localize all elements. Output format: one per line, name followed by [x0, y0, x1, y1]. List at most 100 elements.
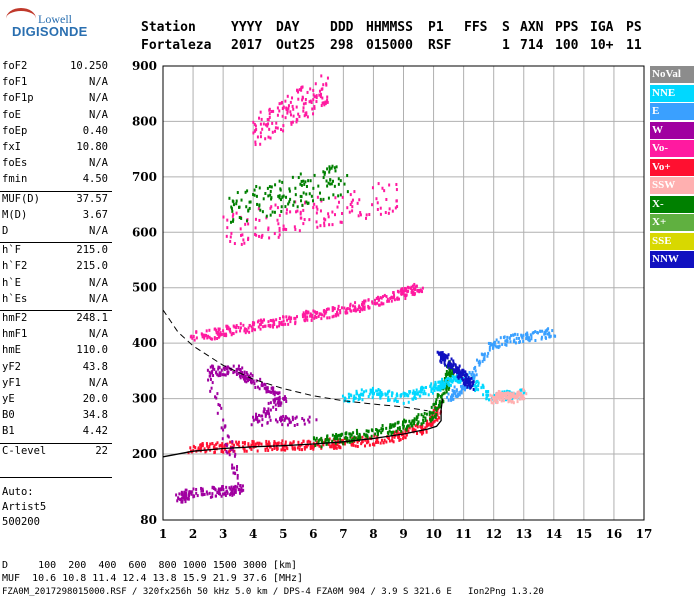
data-point-vo [411, 288, 414, 292]
data-point-w [222, 428, 225, 432]
echo-point [270, 205, 273, 209]
data-point-w [273, 391, 276, 395]
data-point-nne [425, 385, 428, 389]
echo-point [312, 112, 315, 116]
data-point-e [497, 340, 500, 344]
data-point-ssw [500, 394, 503, 398]
data-point-w [267, 390, 270, 394]
echo-point [256, 135, 259, 139]
data-point-vo [438, 416, 441, 420]
data-point-w [277, 391, 280, 395]
echo-point [269, 193, 272, 197]
data-point-x [436, 406, 439, 410]
data-point-e [461, 385, 464, 389]
echo-point [337, 200, 340, 204]
echo-point [230, 205, 233, 209]
echo-point [308, 100, 311, 104]
data-point-vo [243, 327, 246, 331]
header-label-s: S [502, 20, 510, 35]
data-point-nnw [444, 363, 447, 367]
data-point-w [256, 418, 259, 422]
data-point-nne [430, 387, 433, 391]
header-label-hhmmss: HHMMSS [366, 20, 413, 35]
data-point-w [283, 395, 286, 399]
data-point-x [394, 422, 397, 426]
data-point-vo [364, 438, 367, 442]
echo-point [280, 209, 283, 213]
data-point-e [491, 343, 494, 347]
param-value: N/A [89, 225, 108, 237]
data-point-vo [401, 289, 404, 293]
data-point-nne [441, 377, 444, 381]
data-point-vo [303, 447, 306, 451]
data-point-x [436, 395, 439, 399]
echo-point [326, 98, 329, 102]
legend-item-vo: Vo- [650, 140, 694, 157]
data-point-nne [363, 390, 366, 394]
data-point-e [505, 339, 508, 343]
echo-point [319, 197, 322, 201]
echo-point [278, 196, 281, 200]
data-point-vo [367, 304, 370, 308]
data-point-vo [412, 290, 415, 294]
data-point-x [438, 399, 441, 403]
data-point-vo [320, 446, 323, 450]
data-point-vo [354, 307, 357, 311]
echo-point [351, 198, 354, 202]
echo-point [232, 218, 235, 222]
data-point-w [245, 380, 248, 384]
echo-point [349, 202, 352, 206]
header-value-day: Out25 [276, 38, 316, 53]
data-point-vo [400, 292, 403, 296]
data-point-nnw [458, 369, 461, 373]
data-point-vo [233, 449, 236, 453]
data-point-vo [400, 287, 403, 291]
data-point-e [528, 336, 531, 340]
echo-point [258, 204, 261, 208]
logo-arc [6, 8, 36, 29]
data-point-e [508, 336, 511, 340]
param-value: 215.0 [76, 244, 108, 257]
data-point-w [283, 418, 286, 422]
data-point-vo [284, 322, 287, 326]
data-point-vo [247, 442, 250, 446]
echo-point [326, 76, 329, 80]
data-point-w [222, 418, 225, 422]
data-point-w [281, 418, 284, 422]
echo-point [254, 232, 257, 236]
echo-point [395, 188, 398, 192]
header-label-p1: P1 [428, 20, 444, 35]
data-point-vo [406, 289, 409, 293]
data-point-e [458, 393, 461, 397]
data-point-nnw [441, 358, 444, 362]
echo-point [285, 106, 288, 110]
data-point-vo [211, 442, 214, 446]
echo-point [273, 232, 276, 236]
data-point-vo [385, 295, 388, 299]
echo-point [281, 114, 284, 118]
data-point-w [201, 487, 204, 491]
data-point-vo [354, 305, 357, 309]
echo-point [319, 95, 322, 99]
echo-point [259, 110, 262, 114]
data-point-nnw [443, 353, 446, 357]
echo-point [277, 222, 280, 226]
echo-point [385, 197, 388, 201]
data-point-nne [503, 390, 506, 394]
echo-point [293, 225, 296, 229]
data-point-vo [213, 451, 216, 455]
data-point-vo [206, 336, 209, 340]
data-point-w [238, 487, 241, 491]
echo-point [229, 220, 232, 224]
data-point-w [281, 423, 284, 427]
data-point-vo [320, 317, 323, 321]
data-point-x [381, 424, 384, 428]
data-point-vo [278, 320, 281, 324]
data-point-nne [413, 394, 416, 398]
data-point-ssw [503, 394, 506, 398]
data-point-e [525, 334, 528, 338]
data-point-vo [413, 287, 416, 291]
data-point-vo [352, 304, 355, 308]
echo-point [232, 219, 235, 223]
data-point-vo [314, 314, 317, 318]
